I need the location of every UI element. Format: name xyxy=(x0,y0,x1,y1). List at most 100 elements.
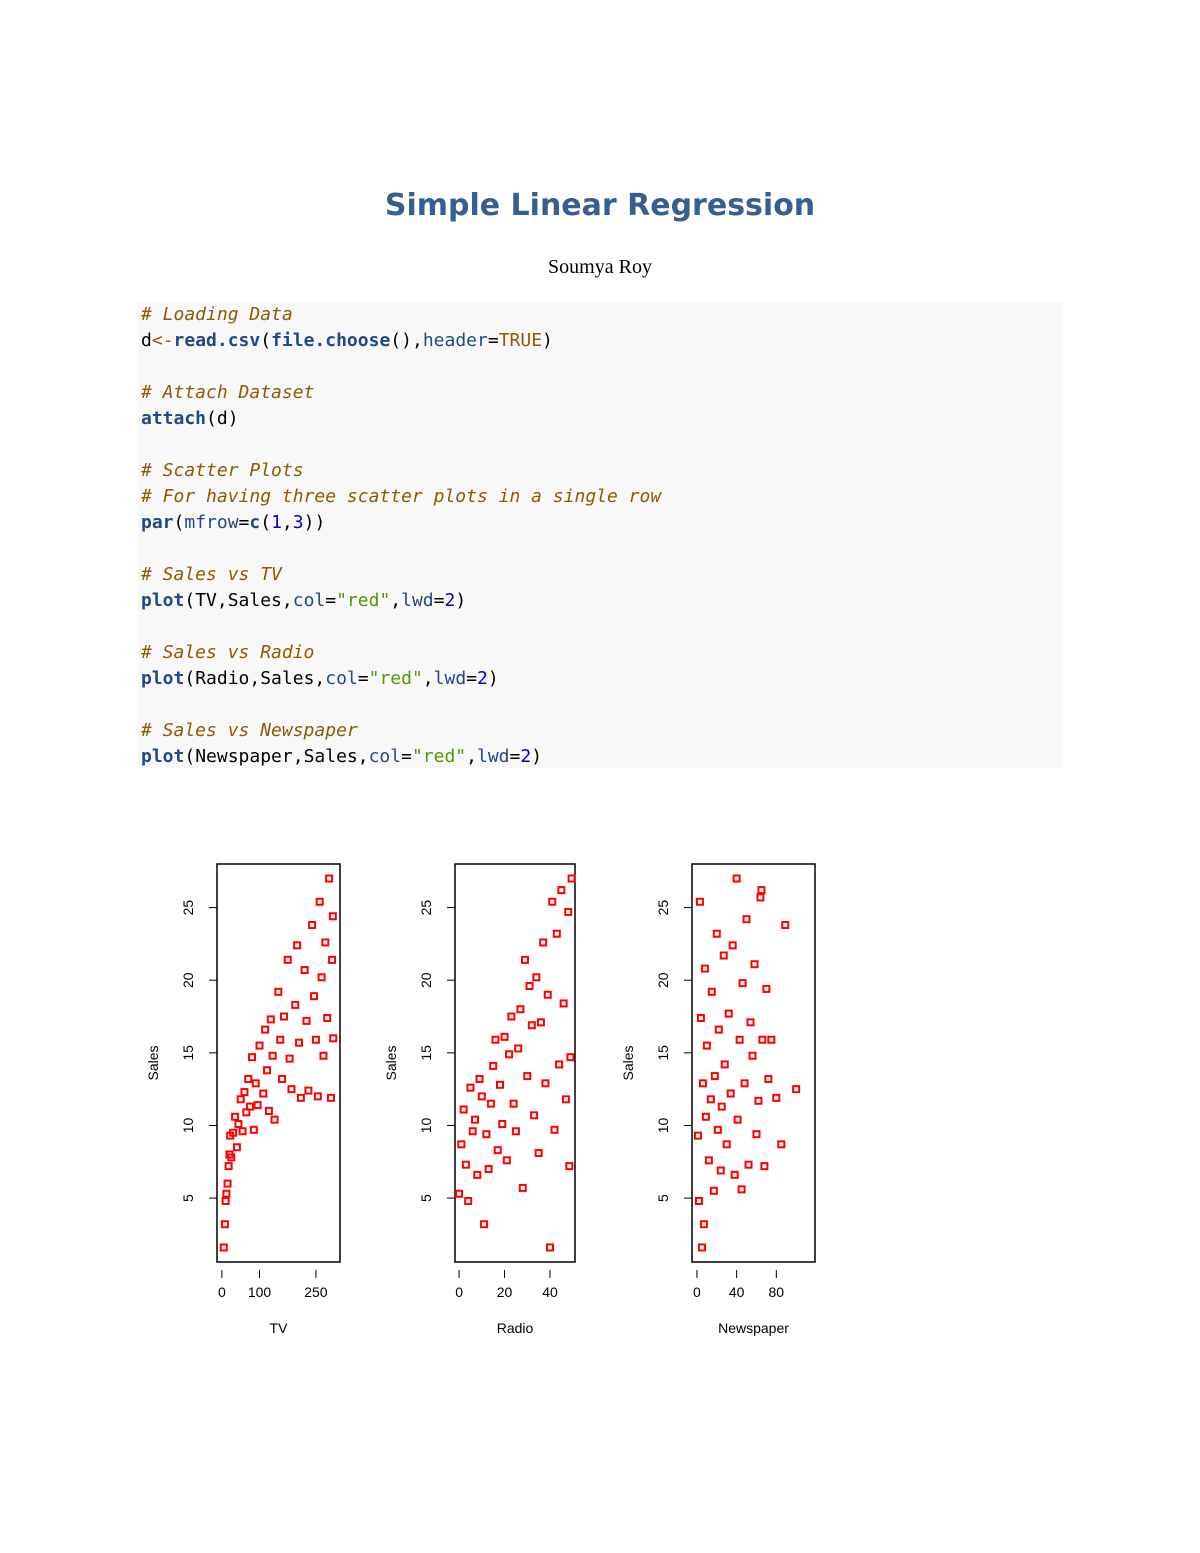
code-token: 2 xyxy=(520,746,532,767)
point xyxy=(300,966,309,975)
point xyxy=(502,1156,511,1165)
point xyxy=(505,1050,514,1059)
title: Simple Linear Regression xyxy=(384,188,816,223)
code-token: (TV,Sales, xyxy=(184,590,293,611)
point xyxy=(246,1102,255,1111)
point xyxy=(701,1112,710,1121)
point xyxy=(521,955,529,964)
point xyxy=(716,1166,725,1175)
code-line: # For having three scatter plots in a si… xyxy=(141,484,661,510)
code-token: = xyxy=(238,512,250,533)
point xyxy=(720,1060,729,1069)
code-token: (), xyxy=(390,330,423,351)
code-token: "red" xyxy=(411,746,467,767)
code-token: <- xyxy=(151,330,174,351)
point xyxy=(491,1035,500,1044)
point xyxy=(507,1012,516,1021)
code-token: par xyxy=(141,512,174,533)
point xyxy=(760,1162,769,1171)
point xyxy=(296,1093,305,1102)
point xyxy=(717,1102,726,1111)
code-token: # Sales vs TV xyxy=(141,564,282,585)
code-token: col xyxy=(292,590,326,611)
code-token: = xyxy=(466,668,477,689)
y-axis-label: Sales xyxy=(145,1045,161,1080)
point xyxy=(238,1127,247,1136)
code-line: # Attach Dataset xyxy=(141,380,314,406)
code-line: # Sales vs Newspaper xyxy=(141,718,358,744)
point xyxy=(750,960,759,969)
point xyxy=(276,1035,285,1044)
point xyxy=(548,897,557,906)
author: Soumya Roy xyxy=(548,256,652,278)
point xyxy=(781,921,790,930)
point xyxy=(328,912,337,921)
point xyxy=(291,1000,300,1009)
point xyxy=(325,874,334,883)
code-token: read.csv xyxy=(173,330,261,351)
x-tick-label: 40 xyxy=(729,1284,745,1300)
code-token: # Sales vs Newspaper xyxy=(141,720,358,741)
code-token: # Scatter Plots xyxy=(141,460,304,481)
point xyxy=(253,1101,262,1110)
y-tick-label: 5 xyxy=(418,1194,434,1202)
x-tick-label: 0 xyxy=(455,1284,463,1300)
code-line: plot(Radio,Sales,col="red",lwd=2) xyxy=(141,666,499,692)
point xyxy=(694,1196,703,1205)
y-tick-label: 5 xyxy=(655,1194,671,1202)
y-tick-label: 5 xyxy=(180,1194,196,1202)
point xyxy=(486,1099,495,1108)
point xyxy=(473,1170,482,1179)
point xyxy=(249,1125,258,1134)
point xyxy=(733,1115,742,1124)
point xyxy=(496,1080,504,1089)
x-tick-label: 40 xyxy=(542,1284,558,1300)
point xyxy=(757,886,766,895)
point xyxy=(459,1105,468,1114)
point xyxy=(730,1170,739,1179)
point xyxy=(266,1015,275,1024)
point xyxy=(263,1066,272,1075)
point xyxy=(707,987,716,996)
code-token: lwd xyxy=(476,746,510,767)
point xyxy=(283,955,292,964)
code-token: attach xyxy=(141,408,207,429)
code-token: 3 xyxy=(292,512,304,533)
point xyxy=(279,1012,288,1021)
y-tick-label: 25 xyxy=(180,900,196,916)
code-token: lwd xyxy=(401,590,434,611)
point xyxy=(475,1074,484,1083)
point xyxy=(710,1072,719,1081)
point xyxy=(311,1035,320,1044)
code-line: par(mfrow=c(1,3)) xyxy=(141,510,325,536)
point xyxy=(712,929,721,938)
code-token: c xyxy=(249,512,261,533)
point xyxy=(697,1243,706,1252)
point xyxy=(227,1153,236,1162)
x-tick-label: 0 xyxy=(218,1284,226,1300)
point xyxy=(323,1013,332,1022)
point xyxy=(468,1127,477,1136)
point xyxy=(302,1016,311,1025)
point xyxy=(532,973,541,982)
y-axis-label: Sales xyxy=(383,1045,399,1080)
point xyxy=(287,1085,296,1094)
point xyxy=(704,1156,713,1165)
point xyxy=(525,982,534,991)
point xyxy=(219,1243,228,1252)
code-token: = xyxy=(433,590,445,611)
point xyxy=(696,1013,705,1022)
point xyxy=(313,1092,322,1101)
code-token: )) xyxy=(303,512,326,533)
point xyxy=(539,938,548,947)
point xyxy=(566,1053,575,1062)
point xyxy=(220,1220,229,1229)
code-token: TRUE xyxy=(498,330,543,351)
y-tick-label: 20 xyxy=(418,972,434,988)
point xyxy=(762,984,771,993)
code-token: ( xyxy=(260,330,272,351)
point xyxy=(251,1079,260,1088)
x-tick-label: 100 xyxy=(248,1284,272,1300)
y-tick-label: 15 xyxy=(180,1045,196,1061)
code-token: 1 xyxy=(271,512,282,533)
